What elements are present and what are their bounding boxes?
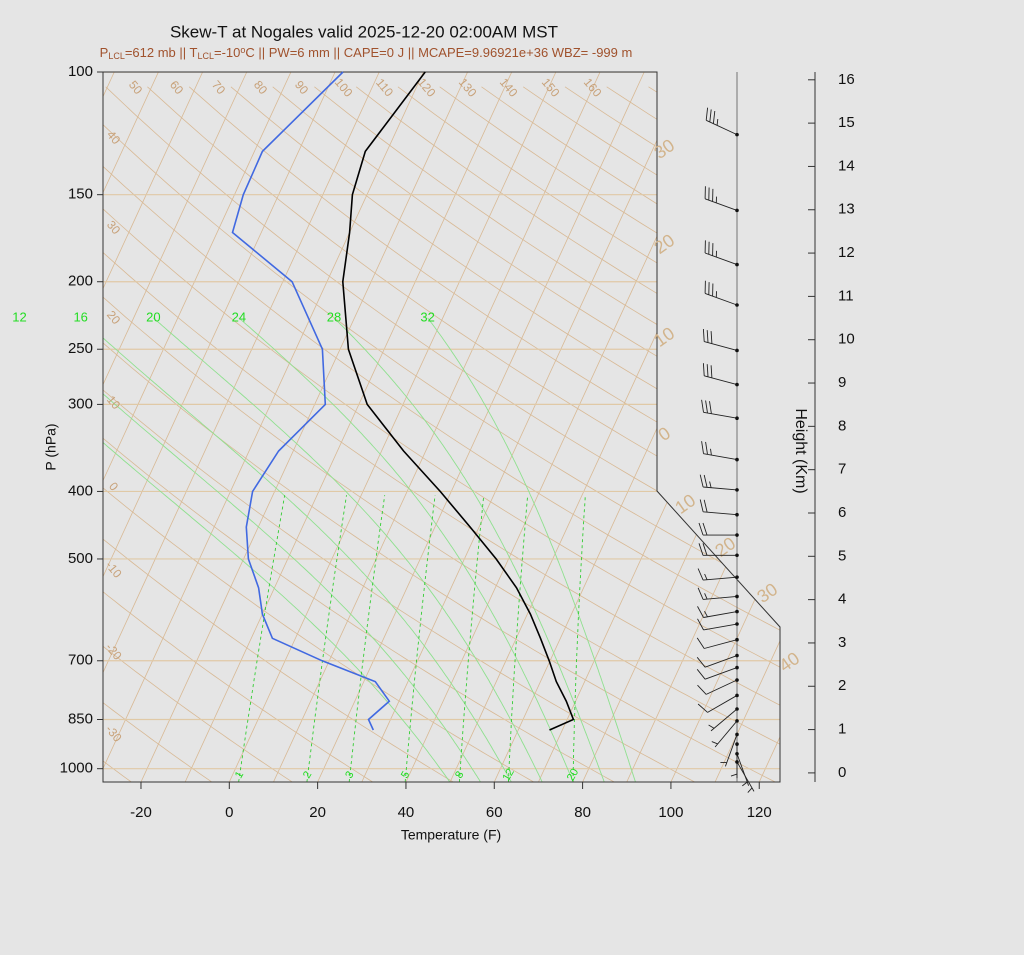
y2-tick-label: 6: [838, 504, 846, 521]
moist-adiabat-label: 32: [420, 309, 434, 324]
moist-adiabat-label: 20: [146, 309, 160, 324]
wind-base-dot: [735, 654, 739, 658]
wind-base-dot: [735, 383, 739, 387]
y2-tick-label: 12: [838, 244, 855, 261]
y-tick-label: 300: [68, 395, 93, 412]
y2-tick-label: 10: [838, 331, 855, 348]
y2-tick-label: 8: [838, 417, 846, 434]
wind-base-dot: [735, 488, 739, 492]
wind-base-dot: [735, 513, 739, 517]
subtitle-part: =-10: [214, 45, 240, 60]
subtitle-part: LCL: [197, 51, 214, 61]
wind-base-dot: [735, 554, 739, 558]
wind-base-dot: [735, 638, 739, 642]
y2-tick-label: 4: [838, 591, 846, 608]
moist-adiabat-label: 24: [232, 309, 246, 324]
y2-axis-label: Height (Km): [792, 408, 809, 493]
subtitle-part: C || PW=6 mm || CAPE=0 J || MCAPE=9.9692…: [245, 45, 632, 60]
wind-base-dot: [735, 733, 739, 737]
y2-tick-label: 2: [838, 677, 846, 694]
wind-base-dot: [735, 694, 739, 698]
wind-base-dot: [735, 707, 739, 711]
x-tick-label: 120: [747, 804, 772, 821]
moist-adiabat-label: 28: [327, 309, 341, 324]
wind-base-dot: [735, 622, 739, 626]
wind-base-dot: [735, 303, 739, 307]
wind-base-dot: [735, 595, 739, 599]
wind-base-dot: [735, 416, 739, 420]
y2-tick-label: 13: [838, 201, 855, 218]
wind-base-dot: [735, 263, 739, 267]
wind-base-dot: [735, 349, 739, 353]
y2-tick-label: 1: [838, 721, 846, 738]
moist-adiabat-label: 12: [12, 309, 26, 324]
y-tick-label: 1000: [60, 760, 93, 777]
chart-title: Skew-T at Nogales valid 2025-12-20 02:00…: [170, 22, 558, 41]
y2-tick-label: 15: [838, 114, 855, 131]
y2-tick-label: 11: [838, 287, 854, 304]
y-tick-label: 700: [68, 652, 93, 669]
y2-tick-label: 5: [838, 547, 846, 564]
x-tick-label: 0: [225, 804, 233, 821]
wind-base-dot: [735, 742, 739, 746]
y-tick-label: 200: [68, 273, 93, 290]
wind-base-dot: [735, 575, 739, 579]
y-tick-label: 150: [68, 186, 93, 203]
subtitle-part: P: [100, 45, 109, 60]
subtitle-part: =612 mb || T: [125, 45, 198, 60]
chart-subtitle: PLCL=612 mb || TLCL=-10oC || PW=6 mm || …: [100, 45, 633, 61]
y-tick-label: 250: [68, 340, 93, 357]
y2-tick-label: 16: [838, 71, 855, 88]
y-tick-label: 100: [68, 63, 93, 80]
wind-base-dot: [735, 458, 739, 462]
x-tick-label: 20: [309, 804, 326, 821]
y2-tick-label: 0: [838, 764, 846, 781]
wind-base-dot: [735, 752, 739, 756]
y2-tick-label: 14: [838, 157, 855, 174]
subtitle-part: LCL: [108, 51, 125, 61]
wind-base-dot: [735, 133, 739, 137]
wind-base-dot: [735, 610, 739, 614]
y2-tick-label: 9: [838, 374, 846, 391]
wind-base-dot: [735, 719, 739, 723]
x-axis-label: Temperature (F): [401, 827, 501, 843]
wind-base-dot: [735, 760, 739, 764]
y-tick-label: 850: [68, 710, 93, 727]
wind-base-dot: [735, 209, 739, 213]
x-tick-label: 60: [486, 804, 503, 821]
y2-tick-label: 7: [838, 461, 846, 478]
y-tick-label: 500: [68, 550, 93, 567]
wind-base-dot: [735, 533, 739, 537]
x-tick-label: 40: [398, 804, 415, 821]
y2-tick-label: 3: [838, 634, 846, 651]
x-tick-label: -20: [130, 804, 152, 821]
y-tick-label: 400: [68, 482, 93, 499]
y-axis-label: P (hPa): [43, 423, 59, 470]
x-tick-label: 80: [574, 804, 591, 821]
wind-base-dot: [735, 666, 739, 670]
x-tick-label: 100: [658, 804, 683, 821]
moist-adiabat-label: 16: [73, 309, 87, 324]
wind-base-dot: [735, 678, 739, 682]
